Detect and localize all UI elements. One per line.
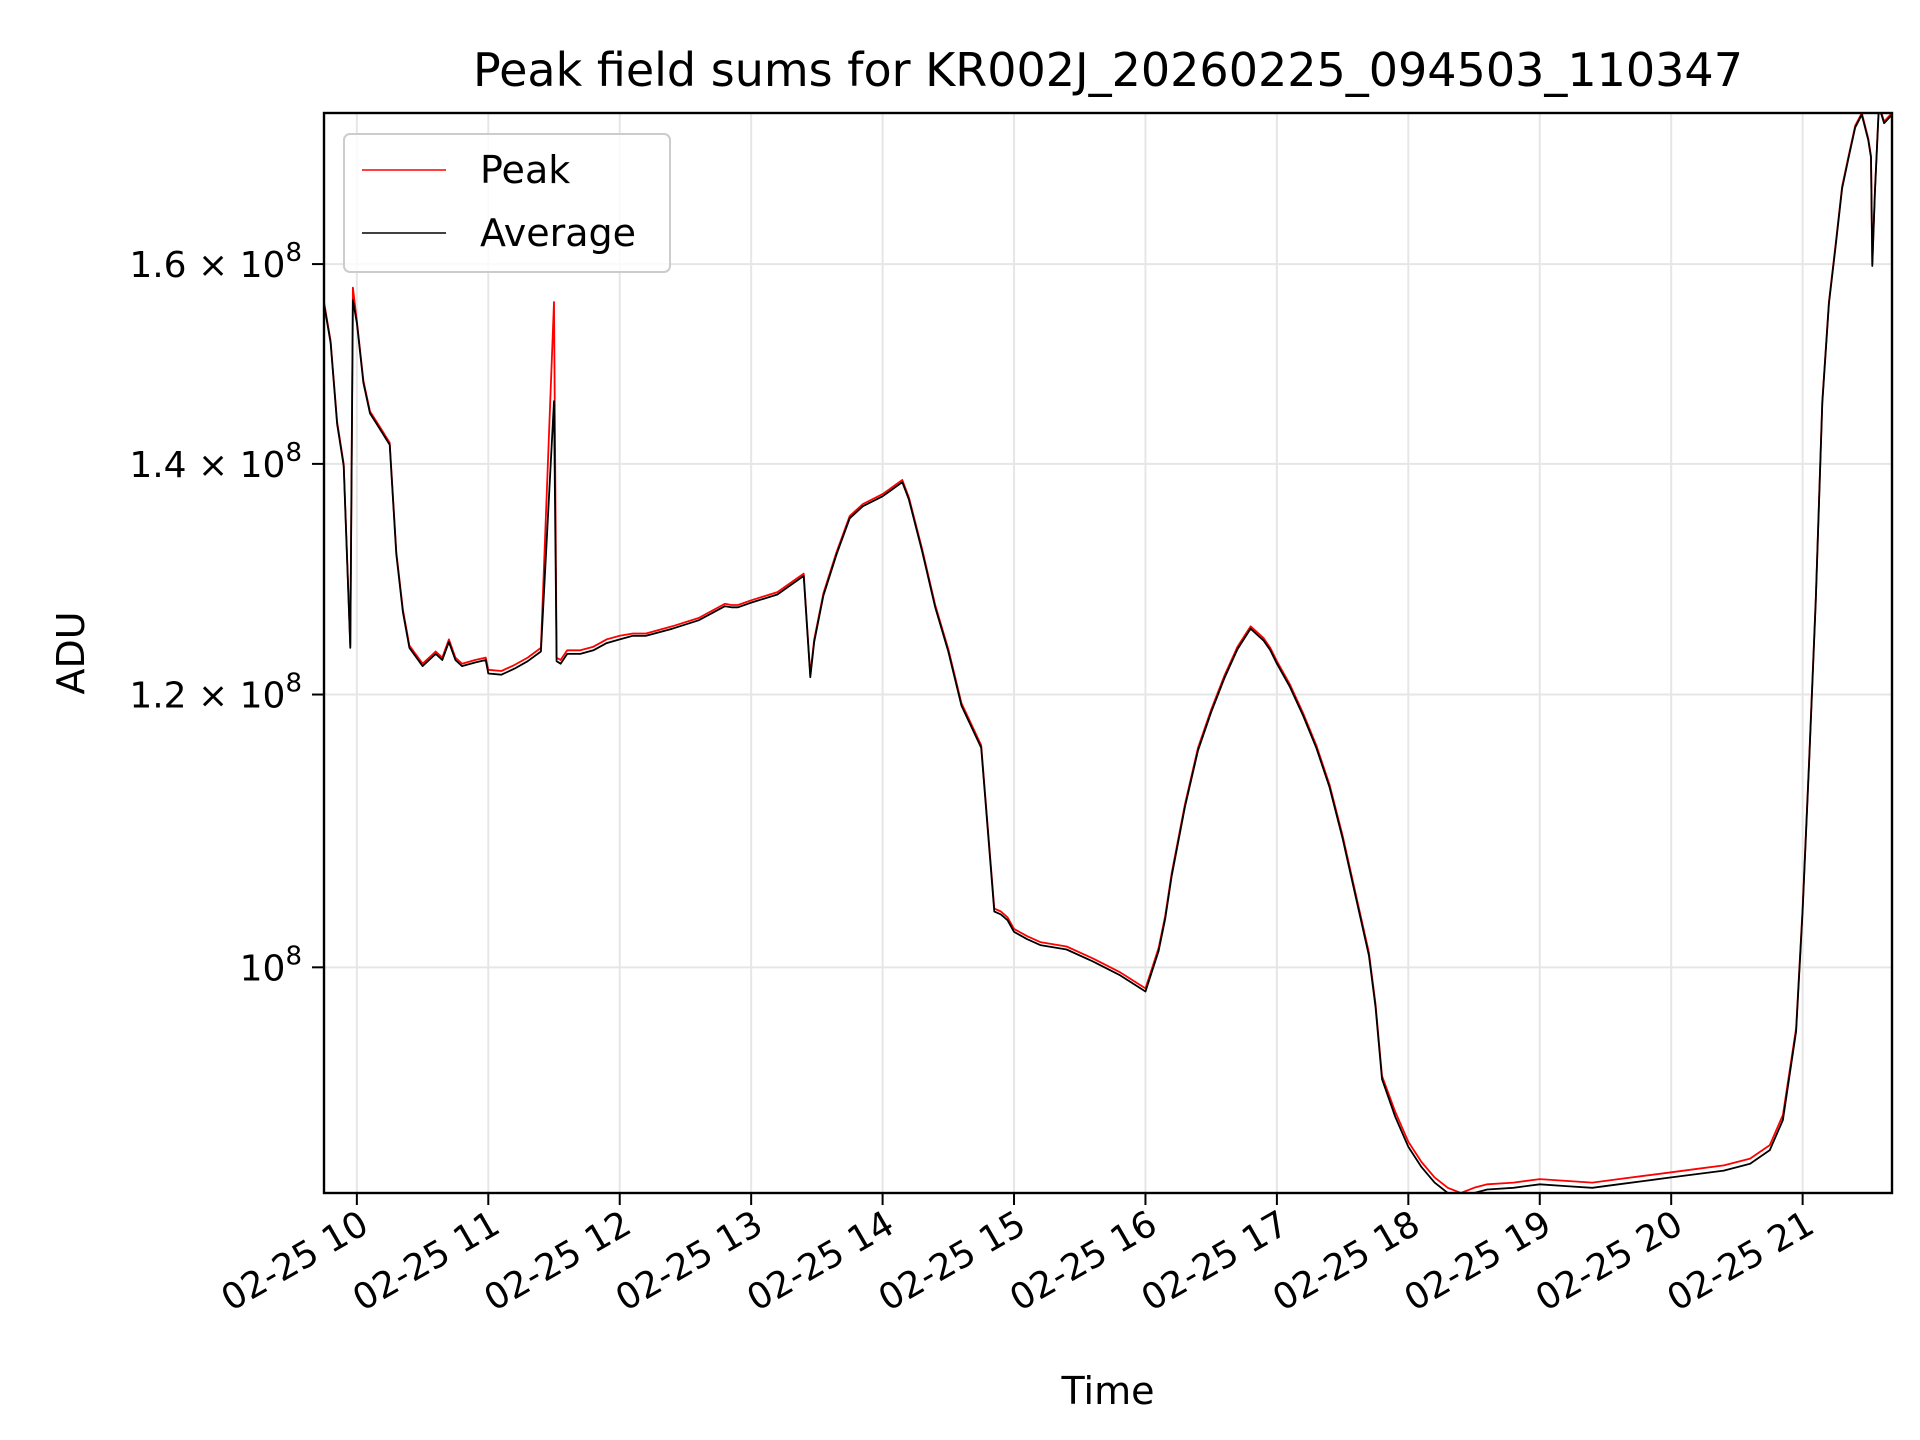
series-layer bbox=[324, 113, 1892, 1193]
plot-frame bbox=[322, 111, 1894, 1195]
y-axis-label: ADU bbox=[49, 611, 93, 694]
legend: Peak Average bbox=[343, 133, 671, 273]
y-tick-label: 1.6 × 108 bbox=[129, 238, 302, 286]
legend-label-average: Average bbox=[480, 211, 636, 255]
legend-label-peak: Peak bbox=[480, 148, 570, 192]
y-tick-label: 108 bbox=[240, 941, 302, 989]
x-axis-label: Time bbox=[1061, 1369, 1155, 1413]
y-tick-label: 1.2 × 108 bbox=[129, 669, 302, 717]
y-axis: 108 1.2 × 108 1.4 × 108 1.6 × 108 bbox=[129, 238, 324, 989]
series-line-average bbox=[324, 113, 1892, 1193]
y-tick-label: 1.4 × 108 bbox=[129, 438, 302, 486]
legend-box bbox=[343, 133, 671, 273]
chart-title: Peak field sums for KR002J_20260225_0945… bbox=[473, 43, 1743, 97]
